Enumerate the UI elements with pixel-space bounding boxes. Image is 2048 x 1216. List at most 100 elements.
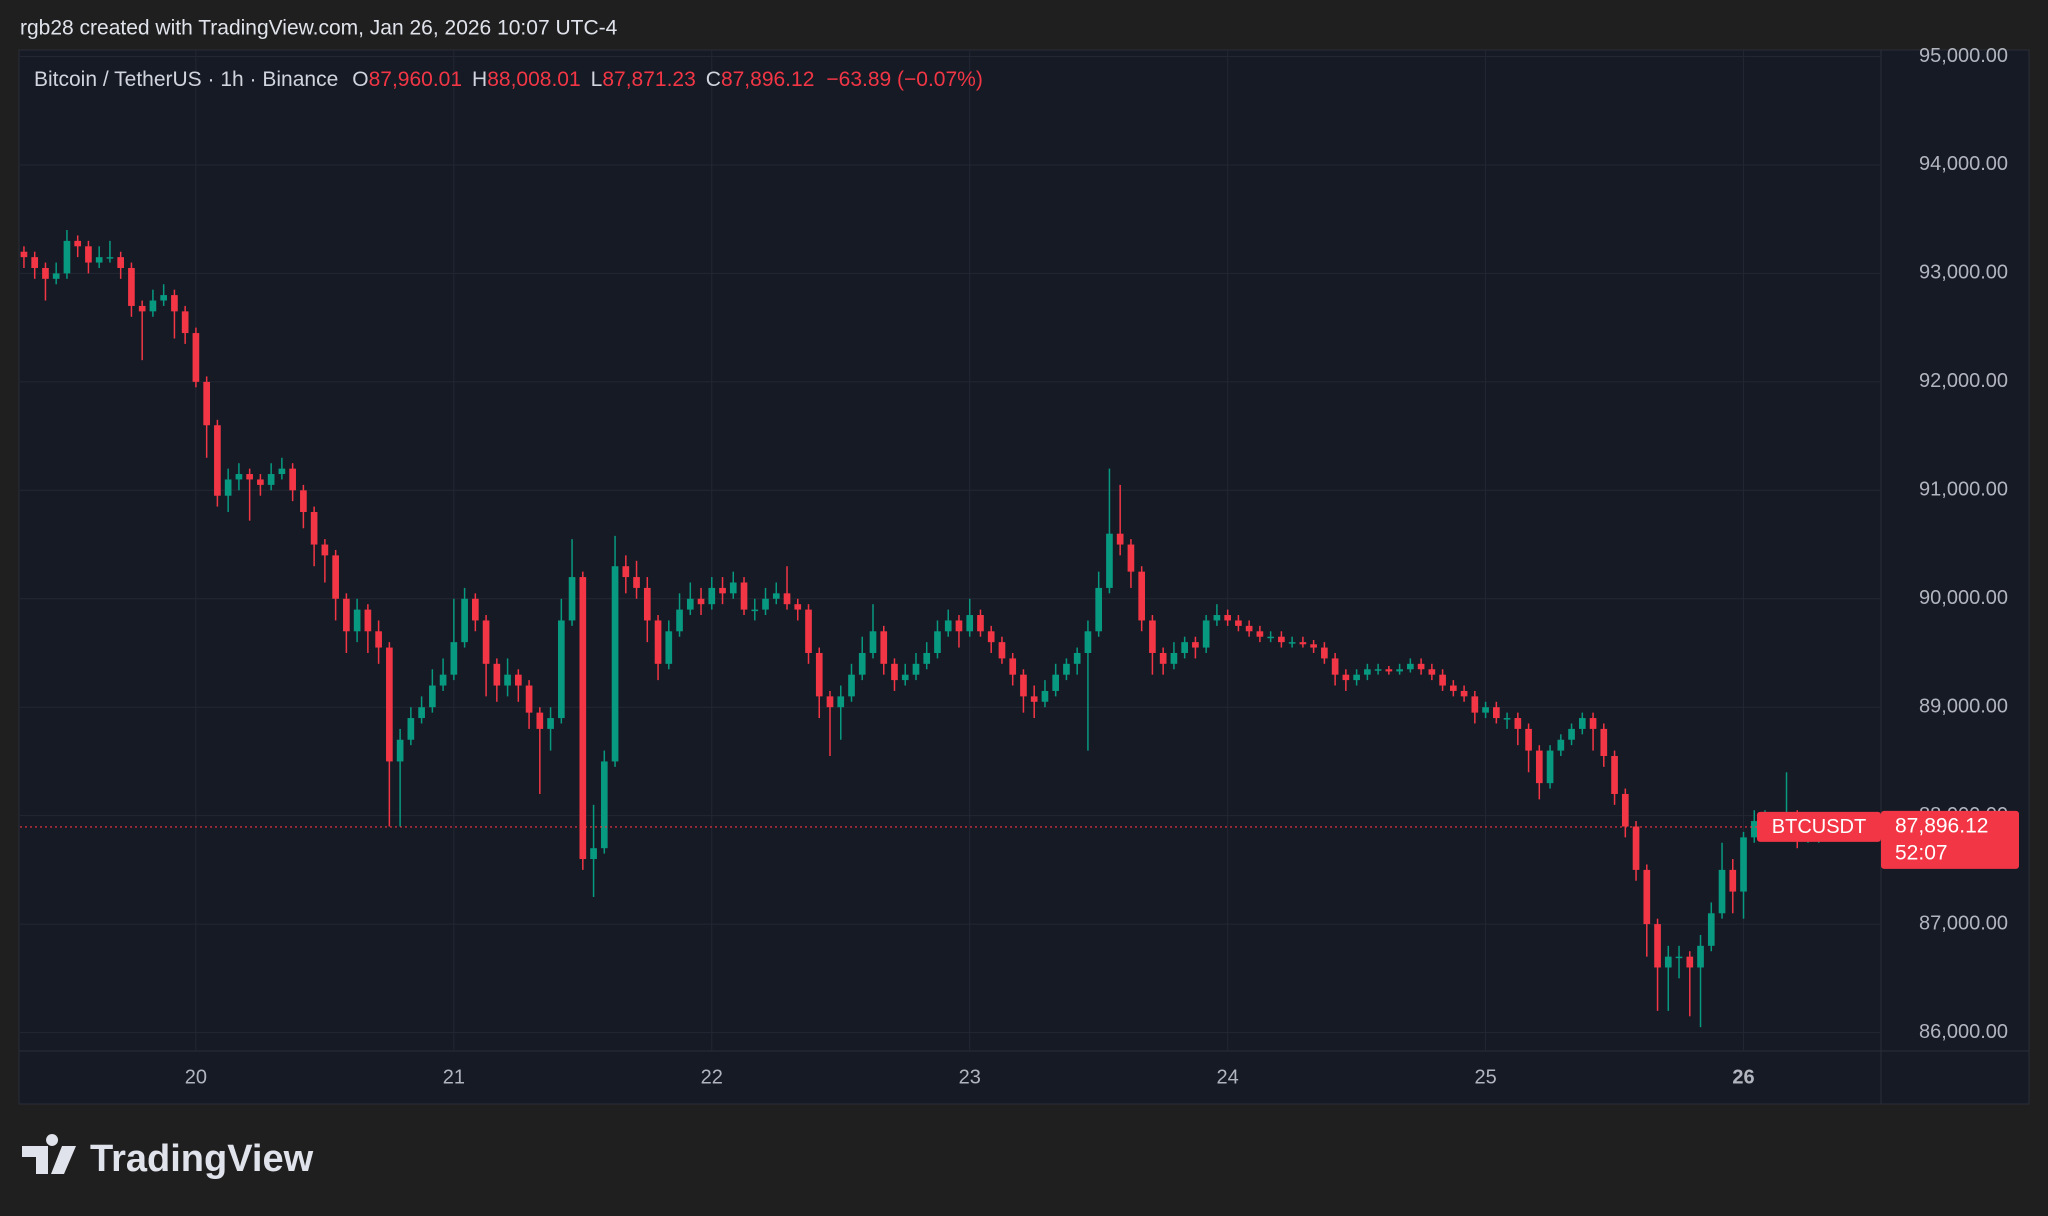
candle-body: [375, 631, 382, 648]
candle-body: [1213, 615, 1221, 621]
candle-body: [1181, 642, 1188, 653]
candle-body: [912, 663, 920, 675]
candle-body: [944, 620, 952, 632]
candle-body: [396, 739, 404, 762]
logo-mark: [22, 1134, 76, 1174]
candle-body: [901, 674, 909, 681]
legend-key: H: [472, 68, 487, 91]
candle-body: [1256, 631, 1264, 637]
candle-body: [1267, 636, 1274, 639]
candle-body: [611, 566, 619, 762]
candle-body: [998, 642, 1006, 659]
x-tick-label: 20: [185, 1066, 207, 1088]
candle-body: [1503, 718, 1511, 720]
candle-body: [1568, 728, 1575, 740]
candle-body: [203, 381, 211, 426]
candle-body: [1611, 756, 1618, 794]
candle-body: [1331, 658, 1339, 675]
candle-body: [1030, 696, 1038, 702]
legend-key: L: [591, 68, 603, 91]
x-tick-label: 21: [443, 1066, 465, 1088]
candle-body: [332, 555, 339, 599]
countdown: 52:07: [1895, 841, 1948, 864]
candle-body: [880, 631, 888, 664]
candle-body: [418, 707, 425, 719]
candle-body: [20, 251, 28, 258]
candle-body: [1654, 924, 1661, 968]
candle-body: [547, 718, 554, 729]
candle-body: [1407, 663, 1414, 670]
candle-body: [181, 311, 189, 334]
candle-body: [772, 593, 780, 599]
candle-body: [1675, 956, 1683, 959]
legend-title: Bitcoin / TetherUS · 1h · Binance: [34, 68, 338, 91]
legend-value: 87,896.12: [721, 68, 814, 91]
candle-body: [1697, 945, 1704, 968]
candle-body: [267, 474, 275, 485]
candle-body: [1525, 728, 1532, 751]
candle-body: [1020, 674, 1027, 697]
candle-body: [1149, 620, 1156, 653]
candle-body: [138, 305, 146, 312]
candle-body: [1686, 956, 1694, 968]
symbol-label: BTCUSDT: [1772, 816, 1866, 838]
candle-body: [246, 474, 253, 480]
candle-body: [1353, 674, 1360, 681]
candle-body: [966, 615, 974, 632]
logo-text: TradingView: [90, 1138, 314, 1180]
candle-body: [1052, 674, 1060, 691]
candle-body: [1310, 644, 1317, 648]
candle-body: [665, 631, 673, 664]
candle-body: [923, 652, 931, 664]
candle-body: [869, 631, 877, 653]
candle-body: [891, 663, 898, 681]
candle-body: [858, 652, 866, 675]
y-tick-label: 86,000.00: [1919, 1021, 2008, 1043]
candle-body: [1127, 544, 1135, 572]
candle-body: [106, 257, 114, 259]
x-tick-label: 23: [959, 1066, 981, 1088]
candle-body: [1514, 718, 1522, 729]
candle-body: [289, 468, 296, 491]
candle-body: [321, 544, 329, 556]
candle-body: [1460, 690, 1468, 697]
price-badge: [1881, 810, 2019, 869]
candle-body: [1299, 642, 1307, 645]
candle-body: [837, 696, 845, 708]
x-tick-label: 25: [1474, 1066, 1496, 1088]
candle-body: [729, 582, 737, 594]
candle-body: [762, 598, 769, 610]
candle-body: [429, 685, 436, 708]
candle-body: [1589, 718, 1597, 729]
candle-body: [1009, 658, 1017, 675]
candle-body: [1664, 956, 1672, 968]
candle-body: [1192, 642, 1199, 648]
candle-body: [708, 587, 716, 605]
candle-body: [794, 604, 802, 610]
candle-body: [461, 598, 468, 643]
candle-body: [1116, 533, 1124, 545]
candle-body: [278, 468, 286, 475]
candle-body: [1600, 728, 1608, 757]
candle-body: [1417, 663, 1425, 670]
candle-body: [557, 620, 565, 719]
candle-body: [1342, 674, 1350, 681]
candle-body: [482, 620, 490, 664]
candle-body: [214, 425, 221, 496]
candle-body: [224, 479, 232, 496]
candle-body: [1396, 669, 1403, 672]
y-tick-label: 91,000.00: [1919, 479, 2008, 501]
candle-body: [1546, 750, 1554, 784]
candle-body: [1643, 869, 1651, 925]
y-tick-label: 95,000.00: [1919, 45, 2008, 67]
candle-body: [42, 267, 49, 279]
candle-body: [1063, 663, 1070, 675]
y-tick-label: 94,000.00: [1919, 153, 2008, 175]
candle-body: [826, 696, 834, 708]
legend-key: C: [706, 68, 721, 91]
candle-body: [1202, 620, 1210, 648]
candle-body: [160, 295, 168, 301]
candle-body: [471, 598, 479, 621]
